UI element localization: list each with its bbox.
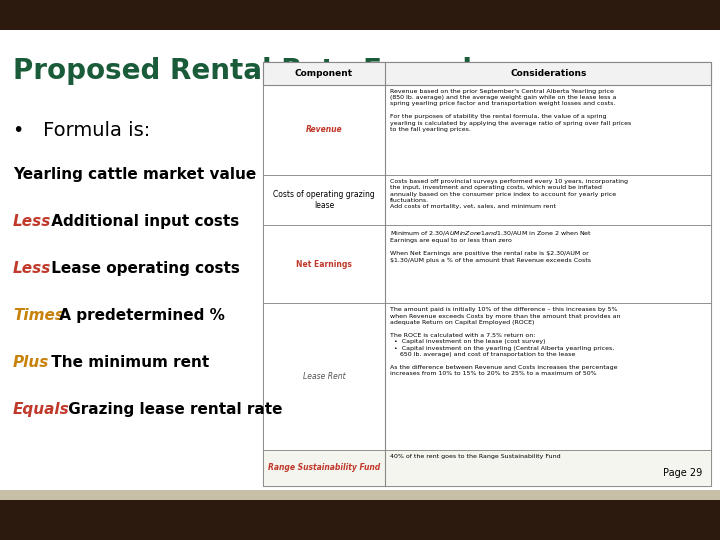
Bar [263,85,711,175]
Text: Revenue based on the prior September's Central Alberta Yearling price
(850 lb. a: Revenue based on the prior September's C… [390,89,631,132]
Text: Lease operating costs: Lease operating costs [46,261,240,276]
Text: Page 29: Page 29 [662,468,702,478]
Text: Net Earnings: Net Earnings [296,260,352,269]
Bar [263,225,711,303]
Text: Lease Rent: Lease Rent [302,372,346,381]
Text: The amount paid is initially 10% of the difference – this increases by 5%
when R: The amount paid is initially 10% of the … [390,307,620,376]
Bar [263,62,711,85]
Text: Times: Times [13,308,64,323]
Text: Additional input costs: Additional input costs [46,214,239,230]
Text: Component: Component [295,69,353,78]
Text: •   Formula is:: • Formula is: [13,122,150,140]
Text: Revenue: Revenue [306,125,342,134]
Text: Less: Less [13,261,51,276]
Text: Proposed Rental Rate Formula: Proposed Rental Rate Formula [13,57,491,85]
Text: Plus: Plus [13,355,50,370]
Text: Minimum of $2.30/AUM in Zone 1 and $1.30/AUM in Zone 2 when Net
Earnings are equ: Minimum of $2.30/AUM in Zone 1 and $1.30… [390,229,592,262]
Text: Grazing lease rental rate: Grazing lease rental rate [63,402,282,417]
Text: Range Sustainability Fund: Range Sustainability Fund [268,463,380,472]
Text: Less: Less [13,214,51,230]
Text: A predetermined %: A predetermined % [55,308,225,323]
Text: The minimum rent: The minimum rent [46,355,210,370]
Text: Considerations: Considerations [510,69,587,78]
Text: Equals: Equals [13,402,70,417]
Text: Costs based off provincial surveys performed every 10 years, incorporating
the i: Costs based off provincial surveys perfo… [390,179,628,210]
Bar [263,62,711,486]
Text: 40% of the rent goes to the Range Sustainability Fund: 40% of the rent goes to the Range Sustai… [390,454,560,458]
Bar [263,450,711,486]
Text: Yearling cattle market value: Yearling cattle market value [13,167,256,183]
Bar [263,303,711,450]
Bar [263,175,711,225]
Text: Costs of operating grazing
lease: Costs of operating grazing lease [273,191,375,210]
